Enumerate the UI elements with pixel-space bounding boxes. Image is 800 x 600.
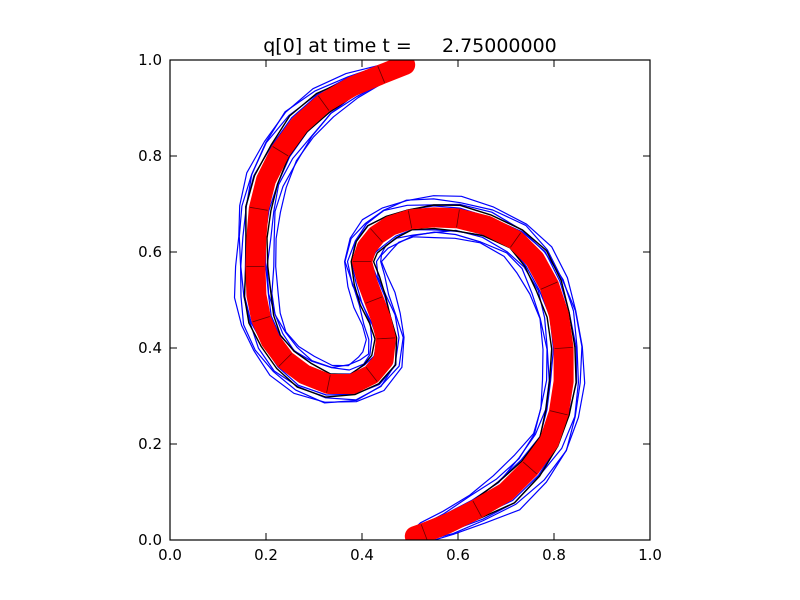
- cell-mark: [456, 209, 460, 228]
- x-tick-label: 0.2: [254, 546, 278, 564]
- plot-frame: [169, 59, 651, 541]
- cell-mark: [377, 65, 385, 83]
- x-tick-label: 0.8: [542, 546, 566, 564]
- cell-mark: [510, 232, 522, 248]
- axes: 0.00.0 0.2 0.2 0.4 0.4 0.6 0.6 0.8 0.8 1.0 1.0: [138, 51, 662, 564]
- cell-mark: [326, 375, 331, 393]
- cell-mark: [365, 296, 383, 304]
- cell-mark: [365, 367, 378, 382]
- mesh-line: [266, 67, 577, 540]
- cell-mark: [278, 353, 292, 367]
- x-tick-label: 0.4: [350, 546, 374, 564]
- y-tick-label: 0.8: [138, 147, 162, 165]
- contour-line: [266, 68, 579, 540]
- x-tick-label: 0.0: [158, 546, 182, 564]
- contour-line: [238, 60, 548, 532]
- cell-mark: [522, 461, 538, 475]
- x-tick-label: 1.0: [638, 546, 662, 564]
- plot-area: [233, 60, 586, 540]
- x-tick-label: 0.6: [446, 546, 470, 564]
- cell-mark: [317, 95, 330, 111]
- cell-mark: [249, 206, 268, 211]
- cell-mark: [540, 281, 558, 290]
- cell-mark: [549, 410, 568, 416]
- cell-mark: [272, 146, 289, 157]
- chart-title: q[0] at time t = 2.75000000: [263, 35, 557, 57]
- cell-mark: [407, 210, 413, 229]
- cell-mark: [554, 347, 573, 349]
- cell-mark: [376, 337, 396, 340]
- cell-mark: [472, 500, 482, 517]
- cell-mark: [252, 316, 270, 323]
- cell-mark: [370, 228, 383, 243]
- y-tick-label: 0.6: [138, 243, 162, 261]
- y-tick-label: 0.0: [138, 531, 162, 549]
- contour-line: [275, 69, 586, 540]
- plot-content: [233, 60, 586, 540]
- y-tick-label: 1.0: [138, 51, 162, 69]
- y-tick-label: 0.4: [138, 339, 162, 357]
- mesh-line: [243, 60, 553, 533]
- y-tick-label: 0.2: [138, 435, 162, 453]
- filament-curve: [245, 60, 574, 540]
- contour-line: [233, 60, 544, 531]
- cell-mark: [420, 524, 428, 540]
